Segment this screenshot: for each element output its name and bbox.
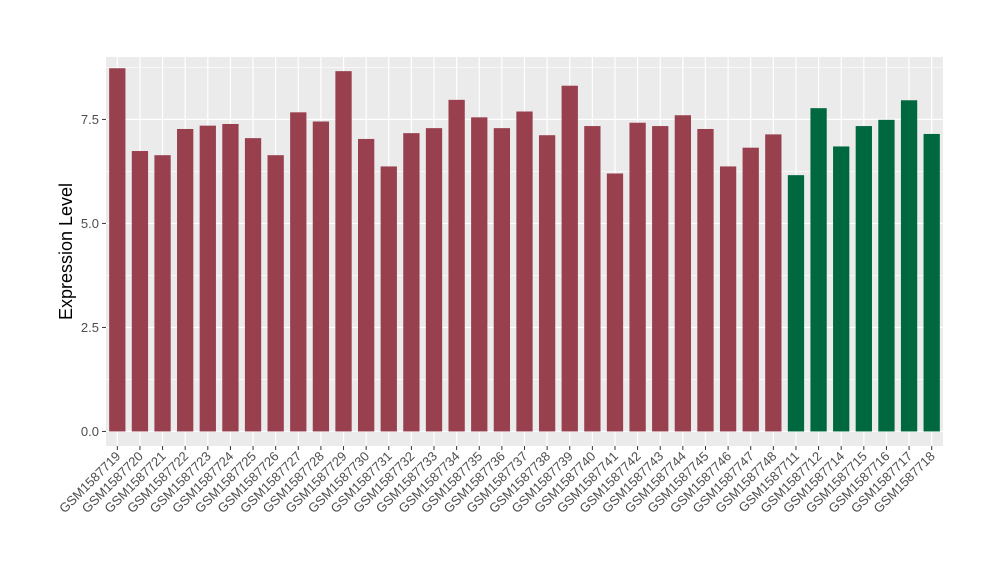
bar-GSM1587734 (448, 99, 465, 432)
bar-GSM1587740 (584, 126, 601, 432)
bar-GSM1587739 (561, 85, 578, 432)
bar-GSM1587717 (900, 100, 918, 432)
bar-GSM1587731 (380, 166, 397, 432)
x-axis: GSM1587719GSM1587720GSM1587721GSM1587722… (56, 446, 938, 516)
bar-GSM1587714 (833, 146, 850, 432)
bar-GSM1587746 (719, 166, 737, 432)
bar-GSM1587716 (878, 119, 895, 432)
bar-GSM1587715 (855, 126, 872, 432)
y-tick-label: 5.0 (81, 216, 99, 231)
bar-GSM1587724 (222, 123, 239, 432)
bar-GSM1587728 (312, 121, 330, 432)
y-tick-label: 0.0 (81, 424, 99, 439)
bar-GSM1587732 (403, 133, 420, 432)
bar-GSM1587729 (335, 71, 352, 432)
y-axis: 0.0 2.5 5.0 7.5 (81, 112, 106, 439)
bar-GSM1587730 (358, 138, 375, 432)
bar-GSM1587719 (109, 68, 126, 432)
y-tick-label: 2.5 (81, 320, 99, 335)
bar-GSM1587738 (538, 135, 556, 432)
bar-GSM1587744 (674, 115, 691, 432)
bar-GSM1587735 (471, 117, 488, 432)
bar-GSM1587727 (290, 112, 307, 432)
bar-GSM1587722 (177, 128, 194, 432)
bar-GSM1587721 (154, 155, 171, 432)
bar-GSM1587743 (652, 126, 669, 432)
bar-GSM1587733 (425, 128, 443, 432)
bar-GSM1587725 (244, 138, 262, 432)
bar-GSM1587742 (629, 122, 646, 432)
y-tick-label: 7.5 (81, 112, 99, 127)
y-axis-title: Expression Level (56, 183, 76, 320)
bar-GSM1587711 (787, 175, 805, 432)
bars-group (109, 68, 940, 432)
bar-GSM1587745 (697, 128, 714, 432)
bar-GSM1587720 (131, 151, 149, 432)
bar-GSM1587723 (199, 125, 216, 432)
bar-GSM1587748 (765, 134, 782, 432)
bar-GSM1587737 (516, 111, 533, 432)
bar-GSM1587741 (606, 173, 624, 432)
bar-GSM1587726 (267, 155, 284, 432)
bar-GSM1587712 (810, 108, 827, 432)
bar-GSM1587718 (923, 133, 940, 432)
bar-GSM1587747 (742, 147, 759, 432)
bar-GSM1587736 (493, 128, 511, 432)
